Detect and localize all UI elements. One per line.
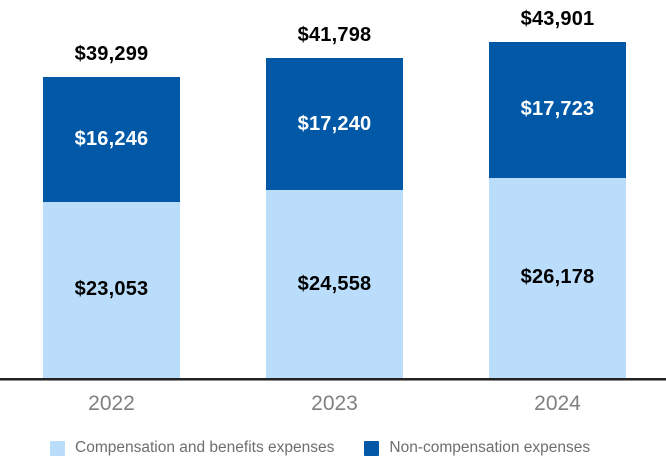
segment-value-label: $24,558 [297, 272, 372, 295]
bar-segment-noncompensation: $16,246 [43, 77, 180, 202]
legend-item-noncompensation: Non-compensation expenses [364, 439, 590, 457]
bar-segment-compensation: $26,178 [489, 177, 626, 378]
legend-item-compensation: Compensation and benefits expenses [50, 439, 334, 457]
bar-segment-compensation: $24,558 [266, 190, 403, 378]
legend: Compensation and benefits expenses Non-c… [50, 439, 666, 457]
bar-total-label: $41,798 [297, 24, 372, 47]
bar-segment-compensation: $23,053 [43, 201, 180, 378]
bar-segment-noncompensation: $17,240 [266, 58, 403, 190]
x-axis-labels: 2022 2023 2024 [0, 392, 666, 416]
segment-value-label: $26,178 [520, 266, 595, 289]
plot-area: $39,299 $16,246 $23,053 $41,798 $17,240 … [43, 8, 626, 378]
legend-label: Compensation and benefits expenses [75, 439, 335, 456]
bar-total-label: $43,901 [520, 8, 595, 31]
segment-value-label: $16,246 [74, 127, 149, 150]
x-axis-label-2024: 2024 [534, 392, 581, 415]
legend-label: Non-compensation expenses [389, 439, 591, 456]
bar-column-2024: $43,901 $17,723 $26,178 [489, 8, 626, 378]
segment-value-label: $17,723 [520, 98, 595, 121]
bar-total-label: $39,299 [74, 43, 149, 66]
segment-value-label: $17,240 [297, 112, 372, 135]
segment-value-label: $23,053 [74, 278, 149, 301]
bar-column-2023: $41,798 $17,240 $24,558 [266, 24, 403, 378]
bar-segment-noncompensation: $17,723 [489, 42, 626, 178]
compensation-swatch-icon [50, 440, 65, 456]
bar-column-2022: $39,299 $16,246 $23,053 [43, 43, 180, 378]
noncompensation-swatch-icon [364, 440, 380, 456]
x-axis-label-2022: 2022 [88, 392, 135, 415]
x-axis-label-2023: 2023 [311, 392, 358, 415]
x-axis-line [0, 378, 666, 381]
